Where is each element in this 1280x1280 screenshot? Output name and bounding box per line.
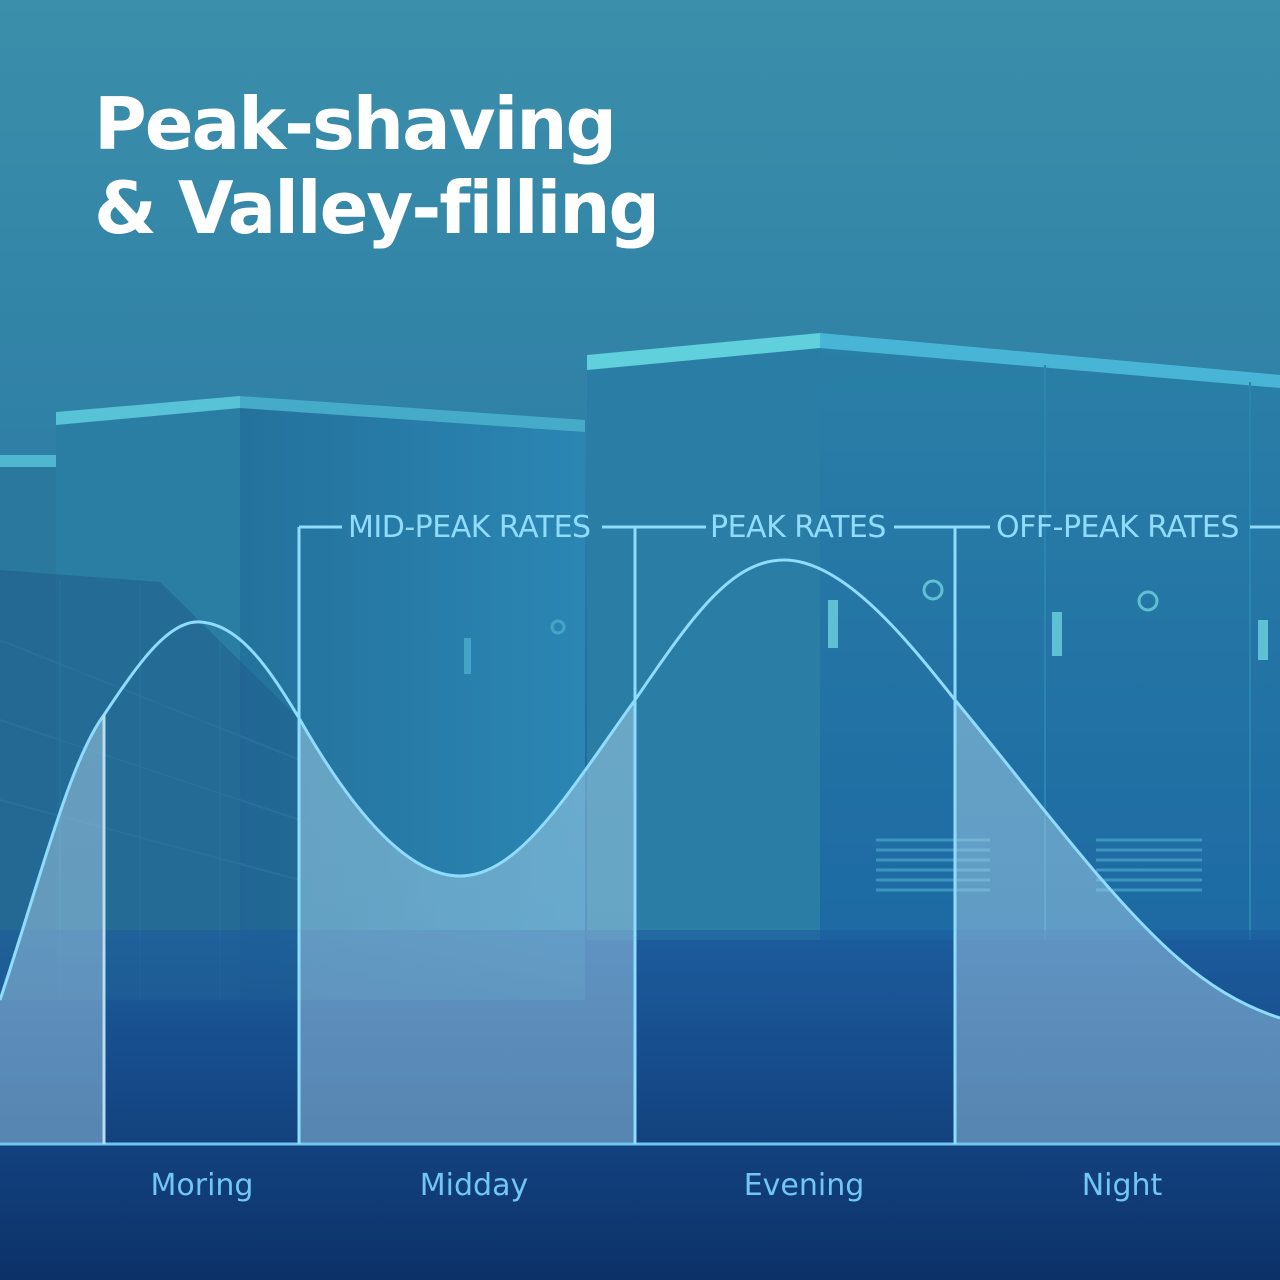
midday-valley-fill [299,700,635,1144]
label-evening: Evening [743,1168,865,1203]
title-line-2: & Valley-filling [94,166,660,250]
demand-curve [0,558,1280,1020]
morning-shoulder-fill [0,715,104,1144]
label-night: Night [1081,1168,1163,1203]
label-peak-rates: PEAK RATES [710,510,886,545]
title-line-1: Peak-shaving [94,82,617,166]
label-mid-peak-rates: MID-PEAK RATES [348,510,591,545]
label-morning: Moring [150,1168,254,1203]
label-midday: Midday [419,1168,529,1203]
label-off-peak-rates: OFF-PEAK RATES [996,510,1239,545]
night-tail-fill [955,700,1280,1144]
